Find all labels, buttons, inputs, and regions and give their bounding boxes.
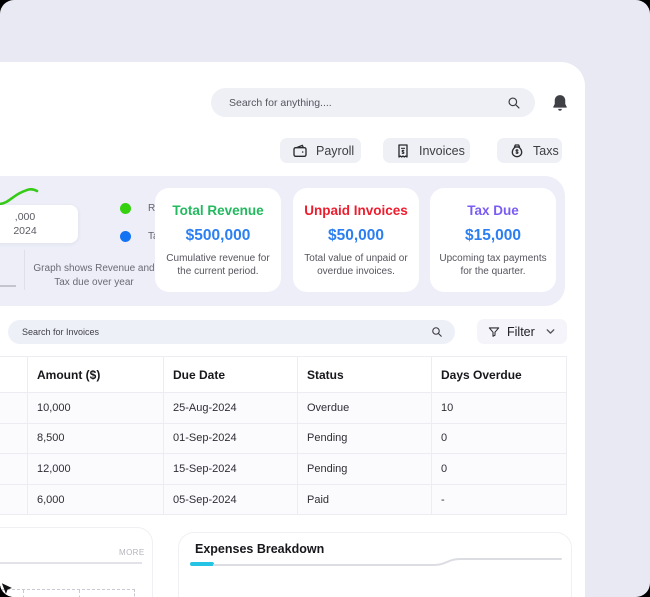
revenue-curve-fragment (0, 188, 39, 206)
table-header-cell: Days Overdue (432, 356, 567, 393)
expenses-breakdown-title: Expenses Breakdown (195, 542, 325, 556)
row-edge-cell (0, 484, 28, 516)
funnel-icon (488, 326, 500, 337)
chart-axis-fragment (0, 285, 16, 287)
graph-caption-line2: Tax due over year (54, 276, 134, 288)
money-bag-icon (511, 143, 523, 157)
search-icon (508, 96, 520, 109)
table-cell: 12,000 (28, 454, 164, 485)
revenue-dot-icon (120, 203, 131, 214)
search-icon (432, 327, 442, 337)
table-cell: 10,000 (28, 393, 164, 424)
expenses-accent-bar (190, 562, 214, 566)
invoices-button-label: Invoices (419, 143, 465, 158)
row-edge-cell (0, 454, 28, 485)
notification-bell-icon[interactable] (550, 93, 570, 115)
table-header-cell: Due Date (164, 356, 298, 393)
table-cell: Overdue (298, 393, 432, 424)
graph-caption-line1: Graph shows Revenue and (33, 263, 155, 274)
table-cell: 6,000 (28, 484, 164, 516)
payroll-button[interactable]: Payroll (280, 138, 361, 163)
table-header-cell: Amount ($) (28, 356, 164, 393)
global-search[interactable] (211, 88, 535, 117)
curve-path (0, 188, 39, 206)
more-divider (0, 562, 142, 564)
mini-table-skeleton (2, 589, 135, 597)
invoice-search[interactable] (8, 320, 455, 344)
table-cell: Pending (298, 423, 432, 455)
more-link[interactable]: MORE (119, 548, 145, 557)
chart-gridline (24, 250, 25, 290)
tax-due-description: Upcoming tax payments for the quarter. (439, 253, 547, 277)
total-revenue-amount: $500,000 (185, 227, 251, 244)
taxs-button-label: Taxs (533, 143, 559, 158)
global-search-input[interactable] (211, 96, 507, 109)
wallet-icon (293, 144, 307, 157)
unpaid-invoices-description: Total value of unpaid or overdue invoice… (304, 253, 408, 277)
chart-tooltip: ,000 2024 (0, 205, 78, 243)
tax-due-amount: $15,000 (464, 227, 522, 244)
chevron-down-icon (546, 329, 555, 334)
table-header-cell: Status (298, 356, 432, 393)
table-cell: 10 (432, 393, 567, 424)
invoices-button[interactable]: Invoices (383, 138, 470, 163)
mini-table-divider (79, 590, 80, 597)
unpaid-invoices-amount: $50,000 (327, 227, 385, 244)
total-revenue-description: Cumulative revenue for the current perio… (166, 253, 270, 277)
table-cell: - (432, 484, 567, 516)
total-revenue-title: Total Revenue (172, 203, 264, 218)
mouse-cursor-icon (1, 583, 12, 594)
total-revenue-card: Total Revenue $500,000 Cumulative revenu… (155, 188, 281, 292)
row-edge-cell (0, 423, 28, 455)
taxdue-dot-icon (120, 231, 131, 242)
table-header-edge-cell (0, 356, 28, 393)
receipt-icon (398, 143, 408, 158)
table-cell: 0 (432, 454, 567, 485)
mini-table-col (24, 590, 79, 597)
expenses-divider-line (213, 558, 562, 566)
invoice-search-input[interactable] (8, 327, 431, 337)
table-cell: 25-Aug-2024 (164, 393, 298, 424)
invoice-table: Amount ($) Due Date Status Days Overdue 10,… (0, 356, 567, 516)
mini-table-divider (23, 590, 24, 597)
table-cell: 0 (432, 423, 567, 455)
filter-button-label: Filter (507, 324, 535, 339)
tax-due-title: Tax Due (467, 203, 519, 218)
graph-caption: Graph shows Revenue and Tax due over yea… (30, 262, 158, 289)
unpaid-invoices-title: Unpaid Invoices (304, 203, 408, 218)
table-cell: 05-Sep-2024 (164, 484, 298, 516)
row-edge-cell (0, 393, 28, 424)
table-cell: 01-Sep-2024 (164, 423, 298, 455)
unpaid-invoices-card: Unpaid Invoices $50,000 Total value of u… (293, 188, 419, 292)
taxs-button[interactable]: Taxs (497, 138, 562, 163)
table-cell: Paid (298, 484, 432, 516)
tooltip-value: ,000 (14, 210, 36, 223)
filter-button[interactable]: Filter (477, 319, 567, 344)
tooltip-year: 2024 (13, 225, 37, 237)
payroll-button-label: Payroll (316, 143, 355, 158)
table-cell: 15-Sep-2024 (164, 454, 298, 485)
table-cell: Pending (298, 454, 432, 485)
tax-due-card: Tax Due $15,000 Upcoming tax payments fo… (430, 188, 556, 292)
table-cell: 8,500 (28, 423, 164, 455)
